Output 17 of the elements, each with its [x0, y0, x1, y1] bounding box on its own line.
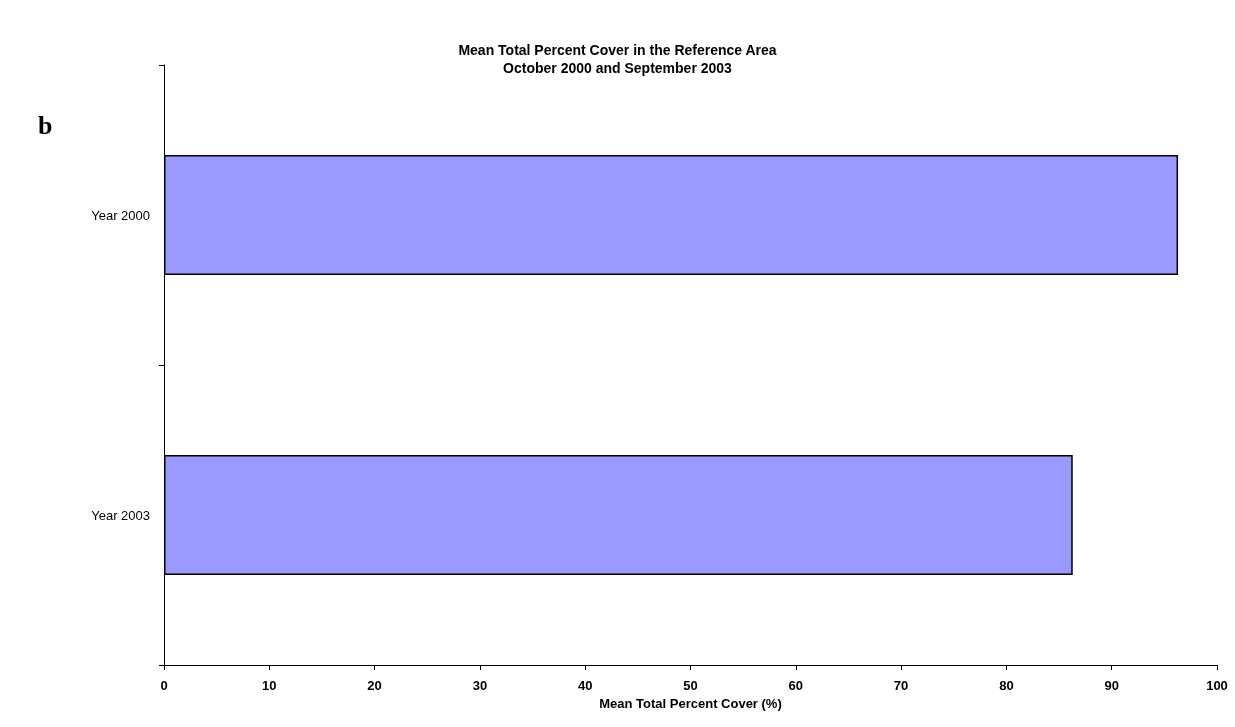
text: b [38, 110, 53, 140]
x-tick-label: 100 [1206, 678, 1228, 693]
y-tick-label: Year 2000 [91, 207, 150, 223]
x-tick-label: 80 [999, 678, 1014, 693]
x-axis-title: Mean Total Percent Cover (%) [599, 696, 782, 711]
x-tick-label: 40 [577, 678, 593, 693]
x-tick-label: 10 [262, 678, 277, 693]
x-tick-label: 50 [683, 678, 698, 693]
chart-subtitle: October 2000 and September 2003 [503, 60, 733, 76]
x-tick-label: 30 [472, 678, 488, 693]
x-tick-label: 0 [160, 678, 168, 693]
x-tick-label: 70 [893, 678, 909, 693]
x-tick-label: 90 [1104, 678, 1119, 693]
chart-title: Mean Total Percent Cover in the Reference Area [458, 42, 777, 58]
y-tick-label: Year 2003 [91, 507, 150, 523]
x-tick-label: 20 [367, 678, 382, 693]
x-tick-label: 60 [788, 678, 804, 693]
